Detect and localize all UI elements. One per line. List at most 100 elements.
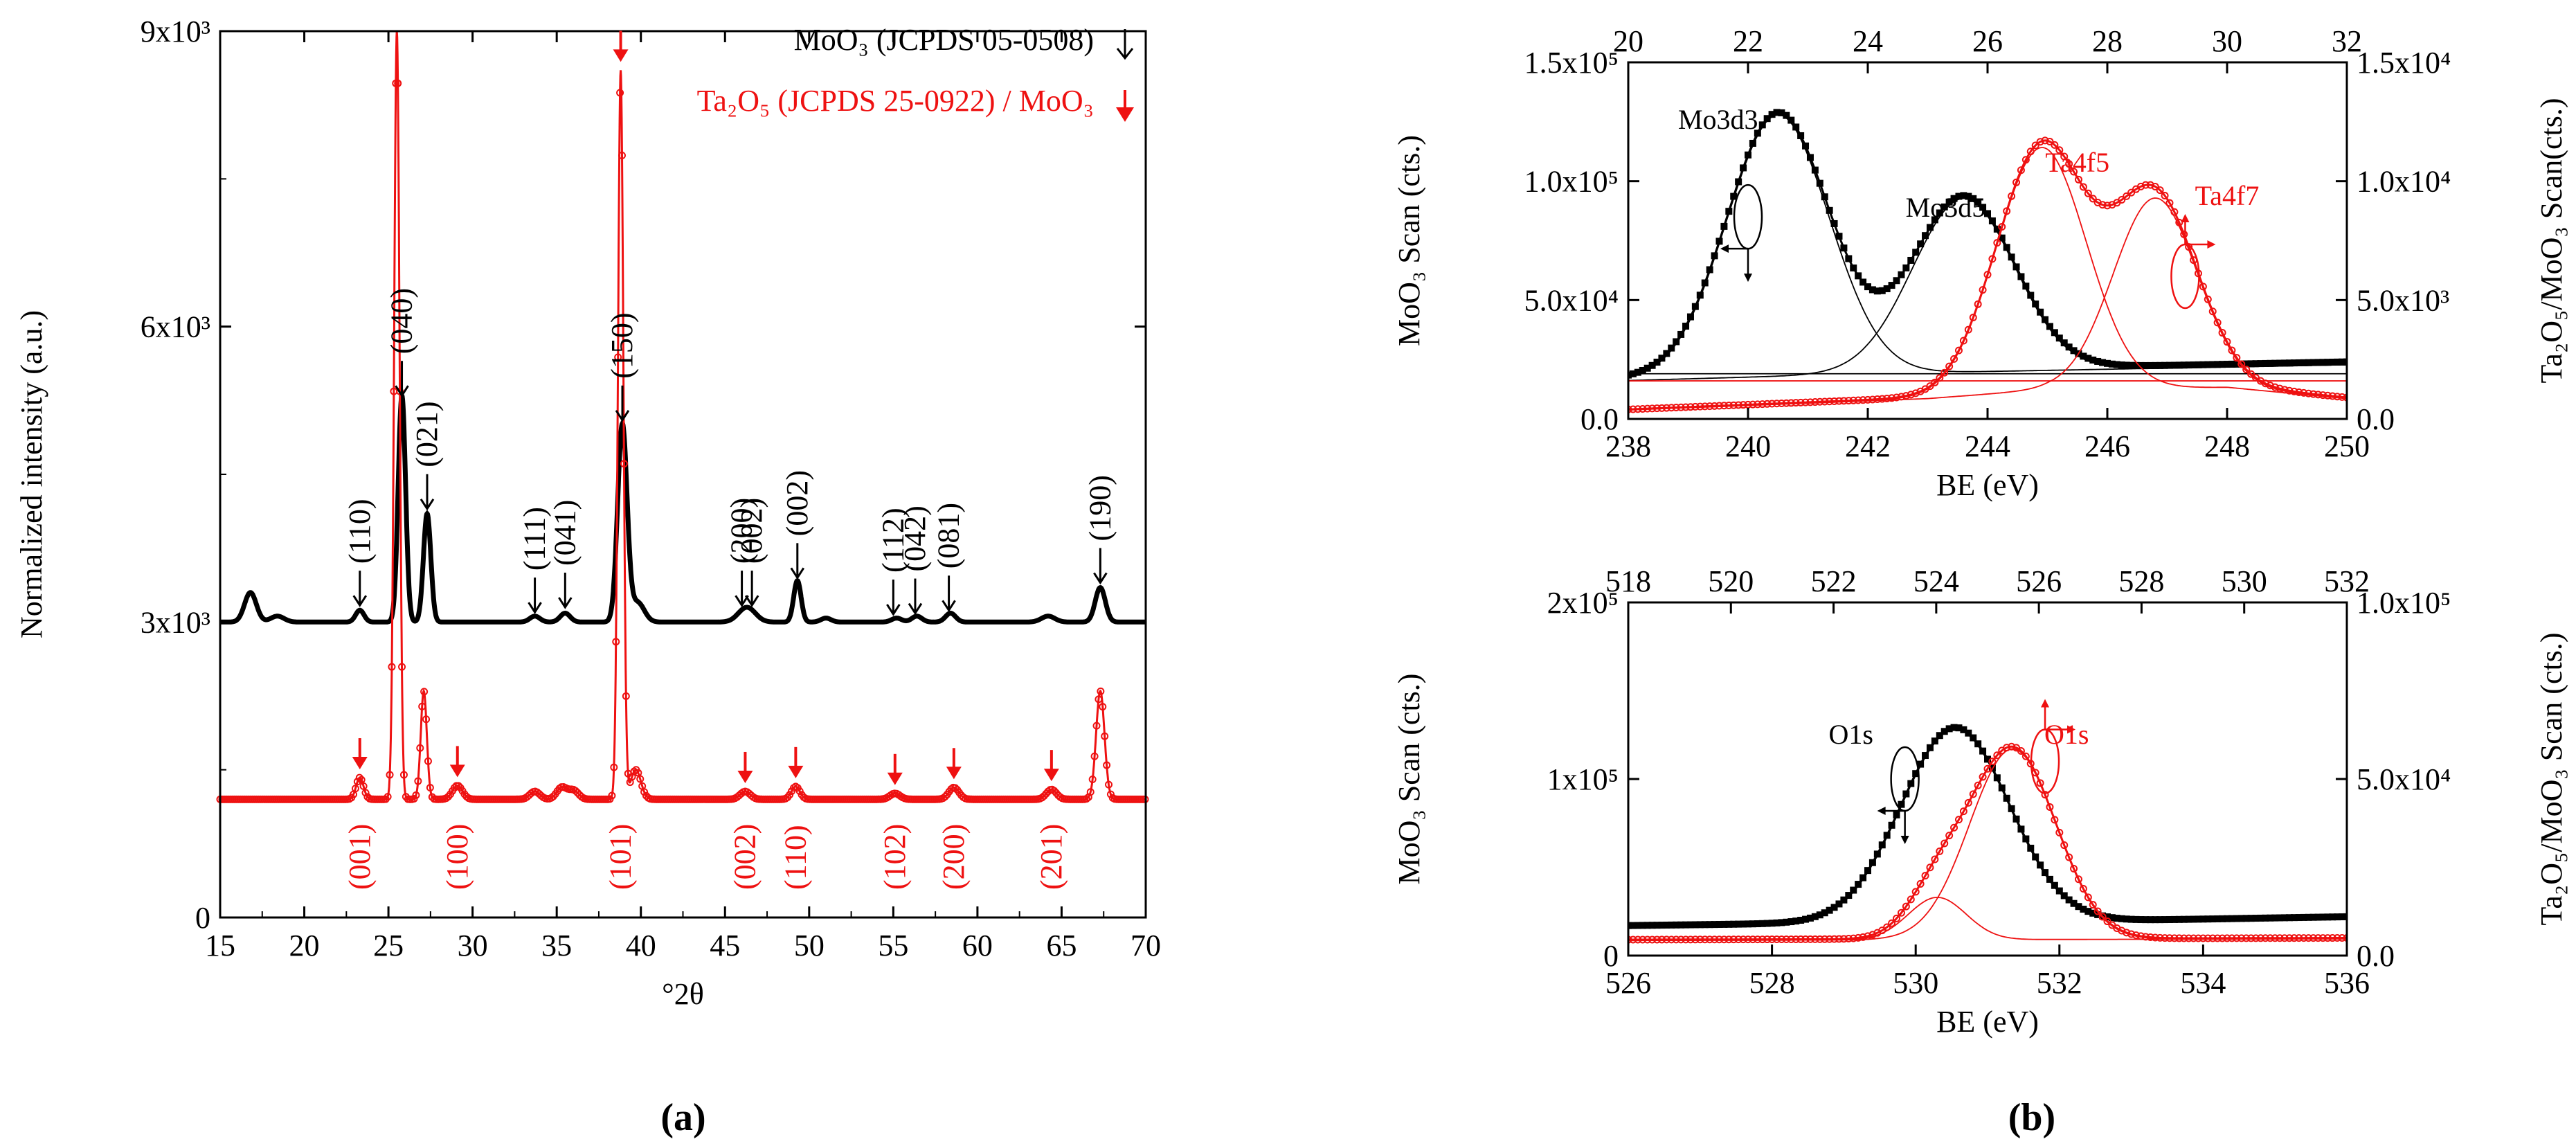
data-point-square xyxy=(1893,811,1900,818)
x-top-tick-label: 26 xyxy=(1972,24,2003,58)
data-point-circle xyxy=(1902,902,1910,911)
data-point-square xyxy=(1878,841,1886,849)
data-point-square xyxy=(1984,755,1991,763)
data-point-circle xyxy=(2300,934,2308,942)
data-point-square xyxy=(2334,913,2341,921)
peak-arrow-head xyxy=(395,385,409,397)
data-point-circle xyxy=(1691,935,1700,944)
y-right-axis-label: Ta₂O₅/MoO₃ Scan (cts.) xyxy=(2534,633,2568,926)
y-right-tick-label: 0.0 xyxy=(2357,939,2395,973)
plot-area xyxy=(1628,724,2347,944)
x-top-tick-label: 528 xyxy=(2118,564,2164,598)
peak-arrow-head xyxy=(420,498,435,511)
data-point-square xyxy=(1883,832,1891,839)
data-point-circle xyxy=(2318,391,2327,400)
data-point-circle xyxy=(1954,816,1963,824)
data-point-circle xyxy=(2295,934,2303,942)
data-point-circle xyxy=(2017,747,2025,755)
data-point-circle xyxy=(2295,388,2303,396)
data-point-square xyxy=(1940,203,1948,211)
x-top-tick-label: 28 xyxy=(2092,24,2123,58)
data-point xyxy=(640,788,649,796)
data-point-circle xyxy=(2271,383,2279,391)
data-point-circle xyxy=(1821,935,1829,943)
data-point-square xyxy=(2113,361,2120,368)
data-point-circle xyxy=(1864,932,1872,940)
data-point-square xyxy=(1845,892,1853,899)
axis-indicator-ellipse xyxy=(1890,746,1920,812)
data-point-square xyxy=(1749,139,1756,147)
data-point-square xyxy=(2051,881,2058,889)
data-point-circle xyxy=(2165,199,2174,207)
data-point-square xyxy=(2170,361,2178,369)
data-point-square xyxy=(2219,361,2226,368)
data-point-square xyxy=(2343,913,2347,920)
data-point-circle xyxy=(1849,396,1857,404)
data-point-circle xyxy=(2132,931,2141,940)
xrd-panel: 15 20 25 30 35 40 45 50 55 60 65 70 0 3x10³ 6x10³ 9x10³… xyxy=(15,15,1161,1139)
data-point-circle xyxy=(1715,935,1723,944)
data-point-square xyxy=(1945,725,1953,733)
xps-o1s-panel: 526 528 530 532 534 536 518 520 522 524 526 528 530 5… xyxy=(1392,564,2568,1139)
data-point-circle xyxy=(1796,398,1805,406)
data-point-circle xyxy=(2323,934,2332,942)
data-point-square xyxy=(1682,921,1690,929)
data-point xyxy=(620,460,628,468)
y-left-tick-label: 1.0x10⁵ xyxy=(1524,165,1619,199)
axis-indicator-arrow-head xyxy=(2041,699,2050,708)
peak-arrow-red-head xyxy=(887,772,903,785)
x-tick-label: 45 xyxy=(710,929,740,963)
y-left-axis-label: MoO₃ Scan (cts.) xyxy=(1392,135,1426,346)
data-point-square xyxy=(1758,121,1766,129)
data-point-circle xyxy=(2223,338,2231,346)
data-point-square xyxy=(2175,915,2183,923)
data-point-circle xyxy=(2190,934,2198,942)
axis-indicator-arrow-head xyxy=(1744,274,1752,283)
data-point-square xyxy=(2339,358,2346,366)
data-point xyxy=(398,663,406,671)
data-point-square xyxy=(2242,915,2250,922)
x-top-tick-label: 526 xyxy=(2016,564,2062,598)
data-point-circle xyxy=(2199,934,2207,942)
peak-label-moo3: (150) xyxy=(605,312,639,378)
data-point-circle xyxy=(2343,934,2347,942)
data-point-circle xyxy=(1878,395,1886,403)
data-point-square xyxy=(1682,322,1690,330)
data-point-square xyxy=(1965,729,1972,737)
data-point-square xyxy=(1763,115,1771,123)
x-tick-label: 238 xyxy=(1605,429,1651,463)
data-point-circle xyxy=(1936,847,1944,855)
data-point-square xyxy=(1898,271,1905,278)
data-point-circle xyxy=(2041,791,2049,799)
data-point-square xyxy=(2319,359,2327,366)
data-point-square xyxy=(1940,728,1948,735)
data-point-square xyxy=(1643,364,1651,372)
data-point-square xyxy=(1758,920,1766,927)
data-point-circle xyxy=(2003,744,2011,752)
data-point xyxy=(1101,732,1109,740)
x-tick-label: 536 xyxy=(2324,966,2370,1000)
data-point-square xyxy=(2281,359,2289,367)
x-axis-label: °2θ xyxy=(662,977,704,1011)
data-point-square xyxy=(1979,747,1987,755)
data-point-circle xyxy=(2323,391,2332,400)
data-point xyxy=(614,353,622,361)
data-point-square xyxy=(2042,869,2049,877)
data-point-circle xyxy=(2218,329,2226,337)
data-point-square xyxy=(2046,875,2053,883)
data-point-circle xyxy=(2118,926,2126,935)
data-point-circle xyxy=(1868,931,1877,939)
data-point-square xyxy=(2267,914,2274,922)
data-point-circle xyxy=(2213,934,2222,942)
peak-arrow-head xyxy=(735,595,749,607)
data-point xyxy=(1088,776,1097,784)
data-point-square xyxy=(1873,850,1881,858)
data-point-circle xyxy=(1950,355,1958,363)
data-point-circle xyxy=(2309,390,2318,398)
data-point-square xyxy=(2089,909,2097,917)
data-point-square xyxy=(2228,360,2235,368)
data-point-square xyxy=(1816,179,1823,187)
data-point-circle xyxy=(1667,404,1675,412)
data-point-square xyxy=(2185,361,2192,369)
data-point-square xyxy=(1974,740,1982,748)
